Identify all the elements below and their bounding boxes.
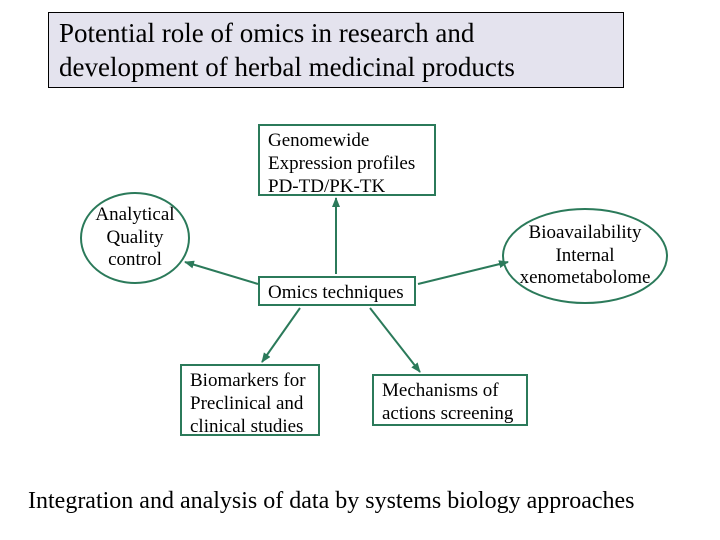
node-line: Bioavailability	[529, 222, 642, 243]
node-bioavailability: Bioavailability Internal xenometabolome	[502, 208, 668, 304]
node-line: Genomewide	[268, 130, 369, 151]
node-line: Internal	[555, 245, 614, 266]
node-biomarkers: Biomarkers for Preclinical and clinical …	[180, 364, 320, 436]
footer-label: Integration and analysis of data by syst…	[28, 488, 635, 514]
title-text: Potential role of omics in research and …	[59, 18, 515, 82]
node-line: Mechanisms of	[382, 380, 499, 401]
node-line: Analytical	[95, 204, 174, 225]
node-analytical-quality-control: Analytical Quality control	[80, 192, 190, 284]
node-line: Expression profiles	[268, 153, 415, 174]
edge-omics-to-analytical	[185, 262, 258, 284]
node-line: control	[108, 249, 162, 270]
footer-text: Integration and analysis of data by syst…	[28, 488, 635, 515]
node-line: clinical studies	[190, 416, 303, 437]
node-line: Preclinical and	[190, 393, 303, 414]
node-line: PD-TD/PK-TK	[268, 176, 385, 197]
node-genomewide-expression: Genomewide Expression profiles PD-TD/PK-…	[258, 124, 436, 196]
edge-omics-to-mechanisms	[370, 308, 420, 372]
node-line: xenometabolome	[520, 267, 651, 288]
node-line: Omics techniques	[268, 282, 404, 303]
node-mechanisms: Mechanisms of actions screening	[372, 374, 528, 426]
edge-omics-to-bioavailability	[418, 262, 508, 284]
node-line: Quality	[106, 227, 163, 248]
node-line: actions screening	[382, 403, 513, 424]
node-line: Biomarkers for	[190, 370, 306, 391]
node-omics-techniques: Omics techniques	[258, 276, 416, 306]
edge-omics-to-biomarkers	[262, 308, 300, 362]
slide-title: Potential role of omics in research and …	[48, 12, 624, 88]
